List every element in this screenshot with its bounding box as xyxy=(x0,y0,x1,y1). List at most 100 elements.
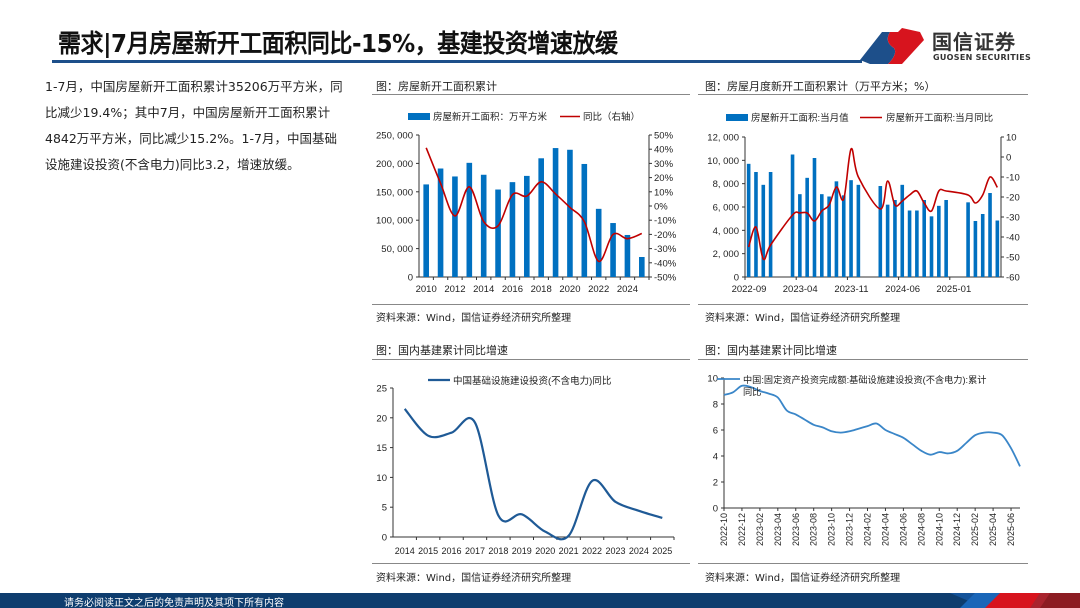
chart4-legend-label: 中国:固定资产投资完成额:基础设施建设投资(不含电力):累计 xyxy=(743,374,986,385)
chart1-y-tick-label: 0% xyxy=(654,202,668,213)
chart2-x-tick-label: 2023-04 xyxy=(783,284,818,295)
chart2-bar xyxy=(973,221,978,277)
chart2-bar xyxy=(768,172,773,277)
chart3-x-tick-label: 2020 xyxy=(535,546,555,556)
chart2-line-yoy xyxy=(747,147,999,261)
chart3-legend-label: 中国基础设施建设投资(不含电力)同比 xyxy=(453,375,611,387)
panel-2-source-rule xyxy=(698,304,1028,305)
chart1-y-tick-label: -30% xyxy=(654,244,677,255)
chart2-y-tick-label: -20 xyxy=(1006,193,1020,204)
chart4-y-tick-label: 0 xyxy=(713,504,718,515)
chart2-bar xyxy=(805,177,809,277)
panel-4-source-rule xyxy=(698,563,1028,564)
page-title: 需求|7月房屋新开工面积同比-15%，基建投资增速放缓 xyxy=(58,29,618,58)
chart4-x-tick-label: 2024-08 xyxy=(916,513,926,546)
chart1-bar xyxy=(567,149,573,277)
chart3-x-tick-label: 2014 xyxy=(395,546,415,556)
chart1-bar xyxy=(624,234,631,277)
chart2-bar xyxy=(812,158,817,277)
panel-2-title: 图：房屋月度新开工面积累计（万平方米；%） xyxy=(705,80,936,93)
chart4-x-tick-label: 2025-04 xyxy=(988,513,998,546)
chart2-y-tick-label: -50 xyxy=(1006,253,1020,264)
chart4-x-tick-label: 2023-04 xyxy=(773,513,783,546)
chart1-x-tick-label: 2022 xyxy=(588,284,609,295)
panel-4-title: 图：国内基建累计同比增速 xyxy=(705,344,837,357)
footer-red-accent xyxy=(960,593,1080,608)
chart1-bar xyxy=(639,257,645,277)
panel-1-rule xyxy=(372,94,690,95)
chart2-y-tick-label: 4, 000 xyxy=(713,226,739,237)
chart2-x-tick-label: 2024-06 xyxy=(885,284,920,295)
chart1-bar xyxy=(480,174,487,277)
panel-4-source: 资料来源：Wind，国信证券经济研究所整理 xyxy=(705,573,901,584)
chart4-y-tick-label: 10 xyxy=(707,374,718,385)
chart1-y-tick-label: -10% xyxy=(654,216,677,227)
panel-2-source: 资料来源：Wind，国信证券经济研究所整理 xyxy=(705,313,901,324)
chart3-x-tick-label: 2025 xyxy=(652,546,672,556)
chart3-y-tick-label: 5 xyxy=(382,503,387,514)
chart1-x-tick-label: 2024 xyxy=(617,284,638,295)
chart1-bar xyxy=(524,175,530,277)
chart2-bar xyxy=(834,181,839,277)
chart2-legend-bar-swatch xyxy=(726,114,748,121)
chart4-x-tick-label: 2024-06 xyxy=(898,513,908,546)
chart2-bar xyxy=(885,204,890,277)
chart1-y-tick-label: 0 xyxy=(408,273,413,284)
chart2-y-tick-label: 10, 000 xyxy=(707,156,739,167)
chart1-y-tick-label: -50% xyxy=(654,273,677,284)
logo-text-cn: 国信证券 xyxy=(932,30,1016,54)
chart1-y-tick-label: 250, 000 xyxy=(376,131,413,142)
chart2-bar xyxy=(820,194,824,277)
chart1-y-tick-label: -20% xyxy=(654,230,677,241)
chart2-bar xyxy=(798,194,802,277)
chart2-bar xyxy=(966,202,970,277)
chart2-bar xyxy=(746,163,751,277)
chart2-bar xyxy=(980,214,985,277)
chart3-y-tick-label: 20 xyxy=(376,413,387,424)
chart3-x-tick-label: 2021 xyxy=(559,546,579,556)
chart4-legend-label-wrap: 同比 xyxy=(743,386,761,397)
chart3-x-tick-label: 2019 xyxy=(512,546,532,556)
chart2-bar xyxy=(929,216,934,277)
panel-3-source: 资料来源：Wind，国信证券经济研究所整理 xyxy=(376,573,572,584)
logo-text-en: GUOSEN SECURITIES xyxy=(933,53,1032,62)
chart2-bar xyxy=(893,200,897,277)
chart3-x-tick-label: 2022 xyxy=(582,546,602,556)
chart3-line xyxy=(403,408,663,541)
chart4-y-tick-label: 4 xyxy=(713,452,718,463)
chart4-x-tick-label: 2024-10 xyxy=(934,513,944,546)
chart1-line-yoy xyxy=(425,147,643,263)
chart1-y-tick-label: 200, 000 xyxy=(376,159,413,170)
chart1-bar xyxy=(595,208,602,277)
chart1-bar xyxy=(509,182,516,277)
chart3-x-tick-label: 2017 xyxy=(465,546,485,556)
chart3-x-tick-label: 2016 xyxy=(442,546,462,556)
chart2-bar xyxy=(754,172,758,277)
chart2-x-tick-label: 2023-11 xyxy=(834,284,868,295)
chart2-bar xyxy=(937,205,941,277)
panel-1-title: 图：房屋新开工面积累计 xyxy=(376,80,497,93)
chart1-legend-bar-swatch xyxy=(408,113,430,120)
chart1-bar xyxy=(495,189,501,277)
chart1-bar xyxy=(423,184,429,277)
chart1-bar xyxy=(552,148,559,277)
chart3-y-tick-label: 10 xyxy=(376,473,387,484)
chart1-y-tick-label: 40% xyxy=(654,145,674,156)
chart2-x-tick-label: 2025-01 xyxy=(936,284,971,295)
chart3-x-tick-label: 2015 xyxy=(418,546,438,556)
panel-3-title: 图：国内基建累计同比增速 xyxy=(376,344,508,357)
chart1-bar xyxy=(466,162,473,277)
chart1-bar xyxy=(610,223,616,277)
chart1-bar xyxy=(452,176,458,277)
chart1-x-tick-label: 2016 xyxy=(502,284,523,295)
chart2-y-tick-label: 6, 000 xyxy=(713,203,739,214)
panel-1-source-rule xyxy=(372,304,690,305)
chart2-bar xyxy=(841,195,846,277)
chart3-x-tick-label: 2024 xyxy=(629,546,649,556)
chart3-y-tick-label: 0 xyxy=(382,533,387,544)
chart4-x-tick-label: 2023-06 xyxy=(791,513,801,546)
chart4-x-tick-label: 2025-02 xyxy=(970,513,980,546)
chart2-bar xyxy=(915,210,919,277)
chart2-y-tick-label: 2, 000 xyxy=(713,249,739,260)
chart1-y-tick-label: 30% xyxy=(654,159,674,170)
